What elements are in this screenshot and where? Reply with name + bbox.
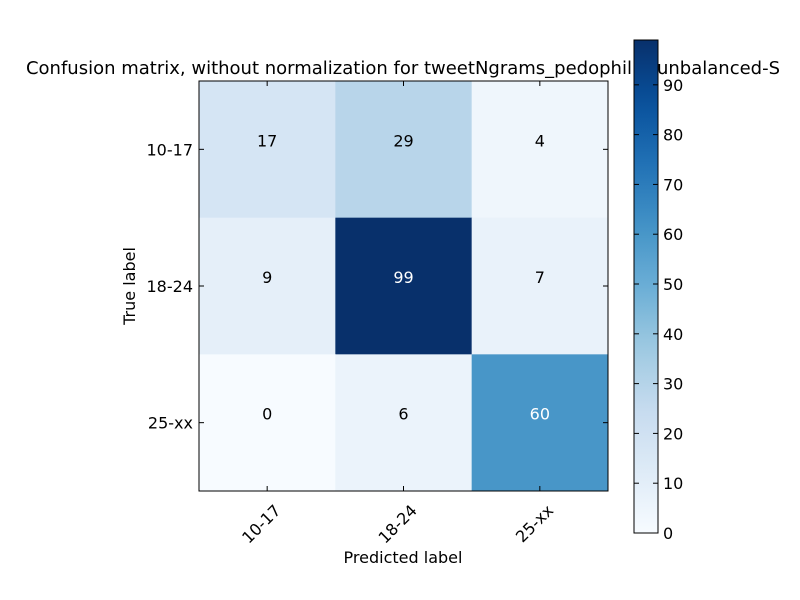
- colorbar: [633, 39, 659, 534]
- y-tick-label: 10-17: [147, 140, 194, 159]
- heatmap-cell: [199, 354, 336, 492]
- y-tick-label: 25-xx: [148, 414, 193, 433]
- heatmap-cell-value: 9: [262, 268, 272, 287]
- heatmap-cell: [471, 81, 609, 219]
- colorbar-ticks: 0 10 20 30 40 50 60 70 80 90: [634, 76, 683, 543]
- heatmap-cell-value: 99: [393, 268, 413, 287]
- heatmap-cell: [199, 81, 336, 219]
- heatmap-cell: [335, 81, 473, 219]
- heatmap-cell-value: 4: [535, 131, 545, 150]
- colorbar-tick-label: 50: [663, 275, 683, 294]
- heatmap-cell: [335, 217, 473, 355]
- colorbar-tick-label: 90: [663, 76, 683, 95]
- colorbar-tick-label: 30: [663, 375, 683, 394]
- colorbar-tick-label: 80: [663, 126, 683, 145]
- heatmap-cell-value: 17: [257, 131, 277, 150]
- heatmap-cells: [199, 81, 609, 492]
- y-tick-label: 18-24: [147, 277, 194, 296]
- heatmap-cell: [471, 217, 609, 355]
- colorbar-tick-label: 10: [663, 474, 683, 493]
- heatmap-cell-value: 7: [535, 268, 545, 287]
- x-axis-label: Predicted label: [344, 548, 463, 567]
- y-axis-ticks: 10-17 18-24 25-xx: [147, 140, 608, 433]
- colorbar-tick-label: 20: [663, 424, 683, 443]
- colorbar-tick-label: 60: [663, 225, 683, 244]
- x-tick-label: 10-17: [238, 501, 284, 547]
- chart-title: Confusion matrix, without normalization …: [26, 58, 780, 79]
- heatmap-cell: [335, 354, 473, 492]
- y-axis-label: True label: [120, 247, 139, 326]
- x-tick-label: 25-xx: [512, 501, 557, 546]
- heatmap-cell-value: 6: [398, 405, 408, 424]
- heatmap-cell-value: 29: [393, 131, 413, 150]
- heatmap-cell: [199, 217, 336, 355]
- colorbar-tick-label: 0: [663, 524, 673, 543]
- heatmap-cell-value: 60: [530, 405, 550, 424]
- heatmap-cell-value: 0: [262, 405, 272, 424]
- heatmap-cell-labels: 17 29 49 99 70 6 60: [257, 131, 550, 423]
- x-tick-label: 18-24: [374, 501, 420, 547]
- heatmap-cell: [471, 354, 609, 492]
- colorbar-tick-label: 40: [663, 325, 683, 344]
- colorbar-tick-label: 70: [663, 175, 683, 194]
